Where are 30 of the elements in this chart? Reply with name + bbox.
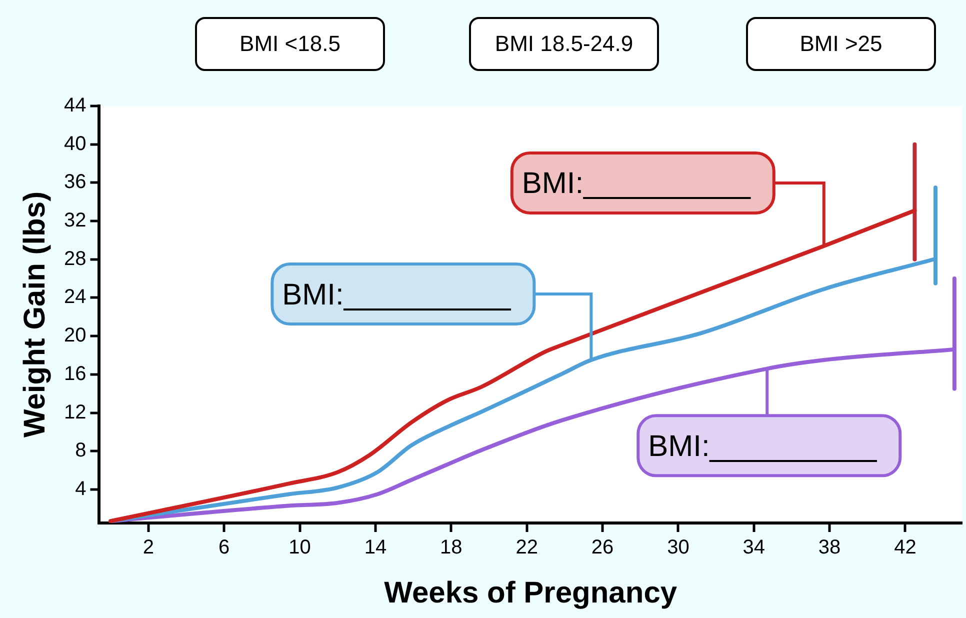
y-tick-label: 40: [64, 132, 86, 155]
y-tick-label: 16: [64, 362, 86, 385]
x-tick-label: 30: [667, 536, 690, 559]
annotation: BMI:__________: [282, 278, 512, 312]
x-tick-label: 26: [591, 536, 614, 559]
annotation: BMI:__________: [522, 167, 752, 200]
y-tick-label: 36: [64, 171, 86, 194]
y-tick-label: 24: [64, 286, 86, 308]
text: BMI >25: [746, 17, 936, 71]
x-tick-label: 38: [818, 536, 841, 559]
y-tick-label: 20: [64, 324, 86, 347]
x-tick-label: 14: [364, 536, 387, 559]
y-tick-label: 28: [64, 248, 86, 270]
x-tick-label: 18: [440, 536, 462, 559]
y-tick-label: 32: [64, 210, 86, 232]
x-tick-label: 6: [218, 536, 230, 559]
y-tick-label: 44: [64, 94, 86, 117]
y-axis-title: Weight Gain (lbs): [18, 191, 52, 438]
text: BMI <18.5: [195, 17, 385, 71]
x-tick-label: 2: [142, 536, 154, 559]
x-tick-label: 34: [742, 536, 766, 559]
y-tick-label: 4: [75, 478, 86, 500]
x-tick-label: 22: [516, 536, 538, 559]
x-axis-title: Weeks of Pregnancy: [384, 576, 678, 610]
y-tick-label: 12: [64, 401, 86, 424]
x-tick-label: 10: [288, 536, 311, 559]
x-tick-label: 42: [894, 536, 916, 559]
y-tick-label: 8: [75, 440, 86, 462]
annotation: BMI:__________: [648, 430, 878, 463]
text: BMI 18.5-24.9: [469, 17, 659, 71]
